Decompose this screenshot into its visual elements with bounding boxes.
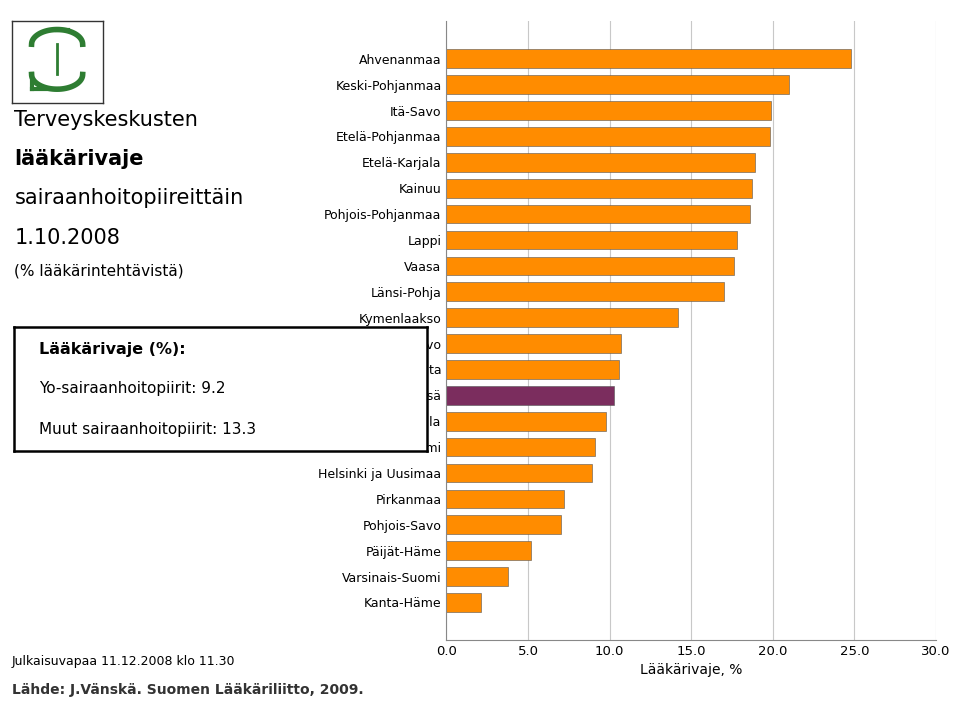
Text: 1.10.2008: 1.10.2008 [14,228,120,247]
Bar [446,50,852,68]
Bar [446,230,737,250]
Bar [446,153,755,171]
Text: Muut sairaanhoitopiirit: 13.3: Muut sairaanhoitopiirit: 13.3 [39,422,256,437]
Text: Terveyskeskusten: Terveyskeskusten [14,110,199,130]
X-axis label: Lääkärivaje, %: Lääkärivaje, % [640,663,742,678]
Bar [446,360,619,379]
Text: lääkärivaje: lääkärivaje [14,149,144,169]
Bar [446,593,481,611]
Text: Yo-sairaanhoitopiirit: 9.2: Yo-sairaanhoitopiirit: 9.2 [39,380,226,395]
Text: (% lääkärintehtävistä): (% lääkärintehtävistä) [14,263,184,278]
Bar [446,515,561,534]
Bar [446,438,595,456]
Bar [446,205,750,223]
Bar [446,334,621,353]
Bar [446,490,564,508]
Bar [446,179,752,198]
Text: Julkaisuvapaa 11.12.2008 klo 11.30: Julkaisuvapaa 11.12.2008 klo 11.30 [12,656,235,668]
Bar [446,464,591,482]
Bar [446,127,770,146]
Text: Lähde: J.Vänskä. Suomen Lääkäriliitto, 2009.: Lähde: J.Vänskä. Suomen Lääkäriliitto, 2… [12,683,363,697]
Bar [446,541,531,560]
Bar [446,412,607,431]
Bar [446,567,509,586]
Text: Lääkärivaje (%):: Lääkärivaje (%): [39,342,186,357]
Bar [446,101,771,120]
Bar [446,386,614,405]
Bar [446,309,678,327]
Bar [446,75,789,94]
Text: sairaanhoitopiireittäin: sairaanhoitopiireittäin [14,188,244,208]
Bar [446,282,724,301]
Bar [446,257,733,275]
Bar [16,28,98,97]
